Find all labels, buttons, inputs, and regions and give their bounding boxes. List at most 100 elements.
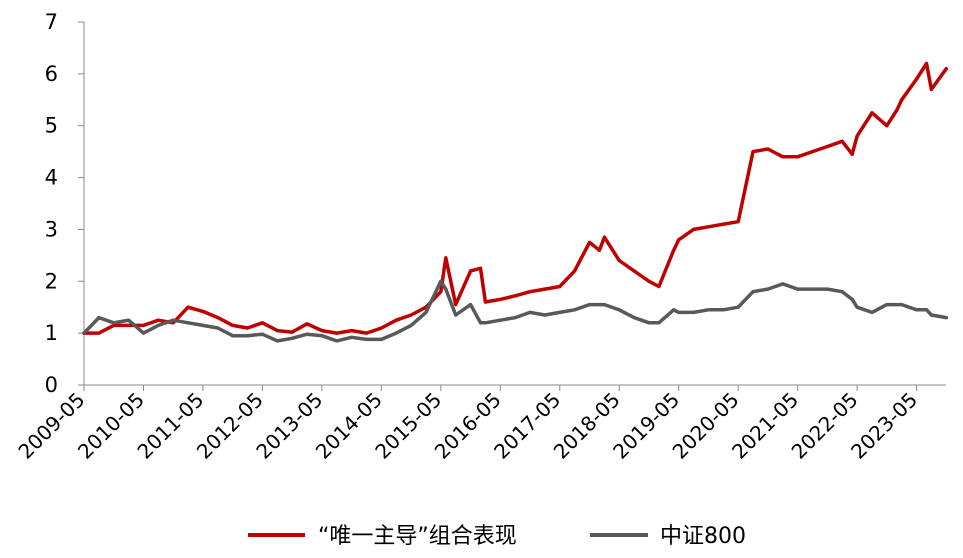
data-point <box>394 318 398 322</box>
data-point <box>573 269 577 273</box>
data-point <box>672 248 676 252</box>
data-point <box>409 313 413 317</box>
data-point <box>216 326 220 330</box>
data-point <box>855 305 859 309</box>
data-point <box>424 310 428 314</box>
data-point <box>692 227 696 231</box>
data-point <box>558 284 562 289</box>
data-point <box>290 336 294 340</box>
data-point <box>528 310 532 314</box>
data-point <box>469 269 473 273</box>
data-point <box>335 331 339 335</box>
data-point <box>186 321 190 325</box>
data-point <box>587 240 592 244</box>
y-tick-label: 2 <box>45 269 58 293</box>
data-point <box>751 150 755 154</box>
data-point <box>444 287 448 291</box>
data-point <box>156 323 160 327</box>
data-point <box>245 334 250 338</box>
data-point <box>900 303 904 307</box>
data-point <box>513 294 517 298</box>
y-tick-label: 7 <box>45 10 58 34</box>
data-point <box>543 313 547 317</box>
data-point <box>260 332 264 336</box>
data-point <box>335 339 339 343</box>
data-point <box>97 316 101 320</box>
data-point <box>796 287 800 291</box>
data-point <box>602 303 607 307</box>
data-point <box>478 321 483 325</box>
y-axis: 0 1 2 3 4 5 6 7 <box>45 10 85 397</box>
data-point <box>290 330 294 334</box>
data-point <box>924 61 929 66</box>
data-point <box>870 310 874 314</box>
data-point <box>895 108 899 112</box>
y-tick-label: 0 <box>45 373 58 397</box>
data-point <box>350 335 354 339</box>
data-point <box>766 147 770 151</box>
y-tick-label: 4 <box>45 166 58 190</box>
data-point <box>141 331 146 335</box>
data-point <box>870 111 874 115</box>
data-point <box>379 326 383 330</box>
data-point <box>127 318 131 322</box>
y-tick-label: 6 <box>45 62 58 86</box>
data-point <box>216 316 220 320</box>
data-point <box>469 303 473 307</box>
data-point <box>810 150 815 154</box>
data-point <box>647 321 651 325</box>
data-point <box>320 334 324 338</box>
data-point <box>721 308 725 312</box>
data-point <box>721 222 725 226</box>
data-point <box>677 310 681 314</box>
data-point <box>706 308 711 312</box>
data-point <box>156 318 160 322</box>
data-point <box>944 67 948 71</box>
data-point <box>394 331 398 335</box>
data-point <box>305 332 309 336</box>
data-point <box>275 339 279 343</box>
data-point <box>915 77 919 81</box>
legend: “唯一主导”组合表现 中证800 <box>248 524 746 549</box>
data-point <box>850 297 854 301</box>
x-tick-label: 2023-05 <box>846 388 922 464</box>
data-point <box>409 323 413 327</box>
data-point <box>766 287 770 291</box>
data-point <box>364 337 369 341</box>
data-point <box>260 321 264 325</box>
data-point <box>895 303 899 307</box>
data-point <box>97 331 101 335</box>
series-line-1 <box>82 279 949 343</box>
series-layer <box>82 61 949 343</box>
data-point <box>186 305 190 309</box>
series-points-1 <box>82 279 948 343</box>
series-points-0 <box>82 61 948 335</box>
data-point <box>944 316 948 320</box>
data-point <box>201 323 205 327</box>
data-point <box>736 220 740 224</box>
data-point <box>736 305 740 309</box>
data-point <box>900 98 904 102</box>
data-point <box>543 287 547 291</box>
data-point <box>617 258 621 263</box>
data-point <box>885 124 889 128</box>
data-point <box>706 225 711 229</box>
data-point <box>498 318 502 322</box>
data-point <box>657 284 661 289</box>
y-tick-label: 3 <box>45 217 58 241</box>
data-point <box>528 290 532 294</box>
data-point <box>692 310 696 314</box>
data-point <box>275 329 279 333</box>
data-point <box>672 308 676 312</box>
data-point <box>587 303 592 307</box>
data-point <box>825 144 830 149</box>
data-point <box>82 331 86 335</box>
data-point <box>840 139 844 143</box>
data-point <box>444 256 448 260</box>
data-point <box>810 287 815 291</box>
data-point <box>840 290 844 294</box>
data-point <box>112 321 116 325</box>
data-point <box>632 269 636 273</box>
data-point <box>796 155 800 159</box>
